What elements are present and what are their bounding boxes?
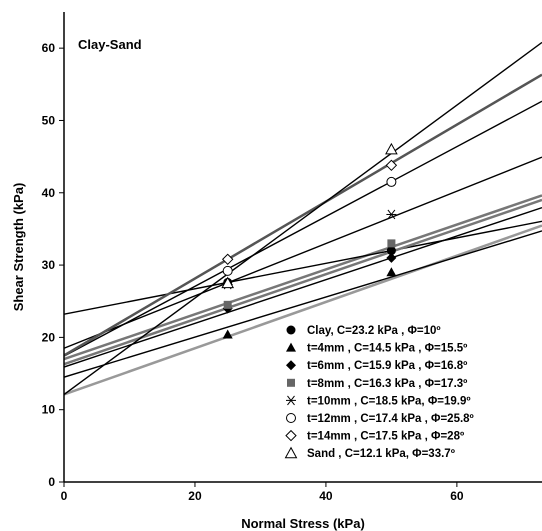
data-point [386, 209, 397, 220]
legend-marker [284, 446, 298, 459]
legend-marker [286, 325, 296, 335]
data-point [221, 253, 234, 265]
trend-line [64, 206, 542, 368]
y-tick-label: 40 [42, 186, 56, 200]
x-tick-label: 0 [61, 489, 68, 503]
legend-label: Sand , C=12.1 kPa, Φ=33.7º [307, 448, 455, 460]
trend-line [64, 73, 542, 357]
trend-line [64, 100, 542, 357]
trend-line [64, 41, 542, 396]
data-point [223, 300, 232, 309]
legend-marker [286, 413, 296, 423]
data-point [385, 159, 398, 171]
trend-line [64, 230, 542, 378]
legend-label: t=10mm , C=18.5 kPa, Φ=19.9º [307, 395, 471, 407]
y-tick-label: 60 [42, 41, 56, 55]
data-point [386, 246, 396, 256]
y-tick-label: 50 [42, 113, 56, 127]
x-tick-label: 20 [188, 489, 202, 503]
extra-trend-line [64, 194, 542, 361]
x-tick-label: 40 [319, 489, 333, 503]
data-point [386, 252, 397, 263]
trend-line [64, 156, 542, 349]
legend-label: Clay, C=23.2 kPa , Φ=10º [307, 325, 441, 337]
trend-line [64, 198, 542, 366]
data-point [386, 267, 397, 277]
chart-annotation: Clay-Sand [78, 37, 142, 52]
legend-marker [286, 360, 296, 371]
x-axis-title: Normal Stress (kPa) [241, 516, 365, 531]
y-tick-label: 20 [42, 330, 56, 344]
legend-marker [286, 395, 296, 406]
y-tick-label: 10 [42, 403, 56, 417]
data-point [385, 142, 398, 155]
data-point [386, 176, 397, 187]
y-axis-title: Shear Strength (kPa) [11, 183, 26, 312]
legend-label: t=4mm , C=14.5 kPa , Φ=15.5º [307, 343, 467, 355]
data-point [221, 276, 235, 289]
legend-marker [285, 429, 297, 442]
y-tick-label: 0 [48, 475, 55, 489]
data-point [222, 329, 233, 339]
extra-trend-line [64, 224, 542, 396]
x-tick-label: 60 [450, 489, 464, 503]
data-point [387, 239, 396, 248]
trend-line [64, 220, 542, 315]
legend-marker [286, 342, 296, 352]
legend-label: t=14mm , C=17.5 kPa , Φ=28º [307, 431, 464, 443]
y-tick-label: 30 [42, 258, 56, 272]
data-point [222, 265, 233, 276]
legend-label: t=8mm , C=16.3 kPa , Φ=17.3º [307, 378, 467, 390]
plot-area [64, 12, 542, 482]
legend-label: t=12mm , C=17.4 kPa , Φ=25.8º [307, 413, 474, 425]
legend-marker [287, 378, 295, 387]
legend: Clay, C=23.2 kPa , Φ=10º t=4mm , C=14.5 k… [284, 325, 474, 460]
legend-label: t=6mm , C=15.9 kPa , Φ=16.8º [307, 360, 467, 372]
